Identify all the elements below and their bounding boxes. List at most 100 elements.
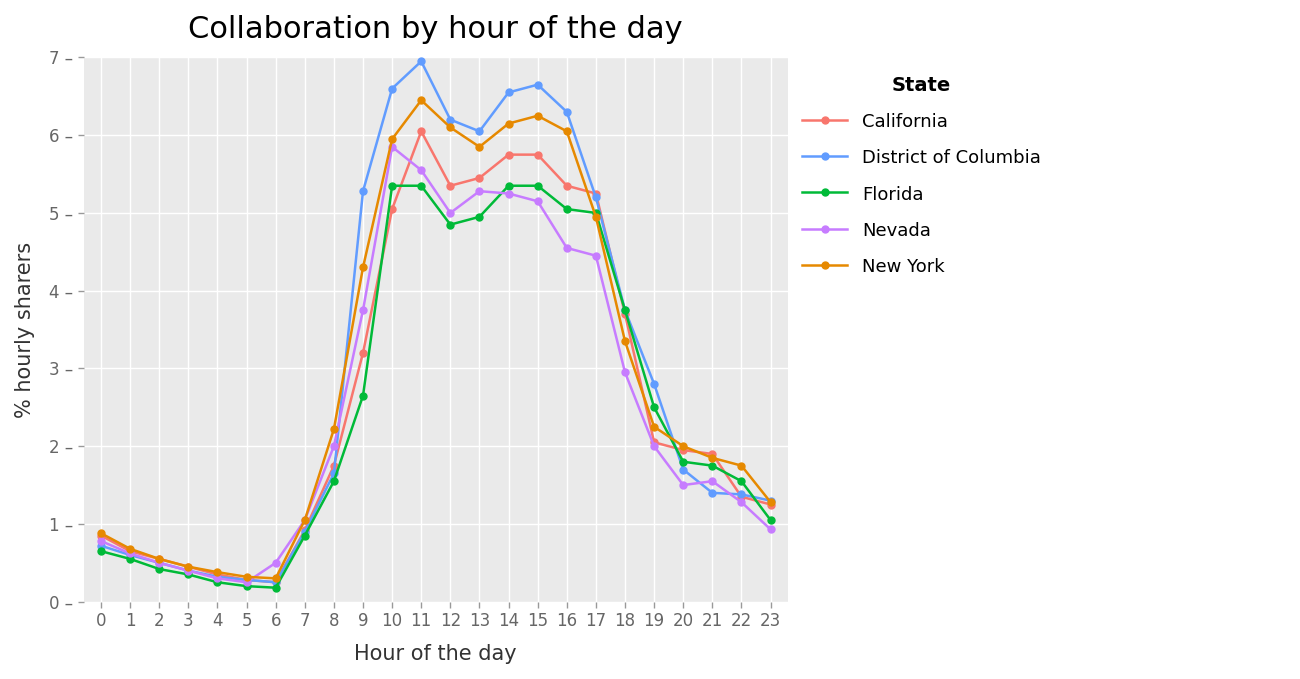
New York: [676, 442, 692, 450]
District of Columbia: [646, 380, 662, 388]
New York: [646, 423, 662, 431]
California: [676, 446, 692, 454]
District of Columbia: [122, 551, 138, 559]
Line: Florida: Florida: [98, 182, 774, 591]
New York: [385, 135, 400, 143]
Nevada: [413, 166, 429, 175]
District of Columbia: [618, 306, 633, 314]
Legend: California, District of Columbia, Florida, Nevada, New York: California, District of Columbia, Florid…: [796, 69, 1048, 283]
Nevada: [588, 252, 603, 260]
California: [268, 579, 283, 587]
District of Columbia: [181, 566, 196, 574]
District of Columbia: [268, 579, 283, 587]
Florida: [239, 582, 255, 590]
Line: New York: New York: [98, 96, 774, 582]
District of Columbia: [151, 559, 166, 567]
District of Columbia: [296, 528, 312, 536]
District of Columbia: [676, 465, 692, 473]
California: [296, 526, 312, 534]
District of Columbia: [209, 573, 225, 581]
New York: [500, 120, 516, 128]
Nevada: [385, 143, 400, 151]
District of Columbia: [530, 81, 546, 89]
California: [239, 576, 255, 584]
New York: [705, 454, 720, 462]
New York: [472, 143, 488, 151]
New York: [355, 263, 370, 272]
District of Columbia: [442, 115, 458, 124]
Nevada: [618, 368, 633, 376]
New York: [618, 337, 633, 346]
District of Columbia: [559, 108, 575, 116]
Nevada: [763, 526, 779, 534]
Nevada: [676, 481, 692, 489]
Florida: [676, 458, 692, 466]
Florida: [733, 477, 749, 485]
New York: [559, 127, 575, 135]
New York: [442, 124, 458, 132]
New York: [296, 516, 312, 524]
Florida: [181, 570, 196, 579]
District of Columbia: [733, 490, 749, 498]
California: [588, 189, 603, 198]
California: [355, 349, 370, 357]
California: [94, 532, 109, 540]
California: [151, 555, 166, 563]
Florida: [151, 565, 166, 573]
California: [618, 310, 633, 318]
Florida: [413, 182, 429, 190]
District of Columbia: [413, 57, 429, 65]
Florida: [94, 547, 109, 555]
Florida: [122, 555, 138, 563]
California: [733, 493, 749, 501]
Line: California: California: [98, 128, 774, 586]
Line: District of Columbia: District of Columbia: [98, 58, 774, 586]
District of Columbia: [239, 576, 255, 584]
New York: [530, 111, 546, 120]
District of Columbia: [763, 496, 779, 504]
Florida: [296, 532, 312, 540]
Nevada: [209, 574, 225, 583]
Nevada: [472, 187, 488, 196]
California: [181, 563, 196, 571]
Y-axis label: % hourly sharers: % hourly sharers: [16, 242, 35, 418]
California: [326, 462, 342, 470]
Florida: [763, 516, 779, 524]
Nevada: [559, 244, 575, 252]
Nevada: [646, 442, 662, 450]
Nevada: [442, 209, 458, 217]
New York: [181, 563, 196, 571]
New York: [588, 213, 603, 221]
Nevada: [355, 306, 370, 314]
District of Columbia: [500, 88, 516, 96]
Nevada: [705, 477, 720, 485]
California: [500, 151, 516, 159]
California: [385, 205, 400, 213]
New York: [209, 568, 225, 576]
Florida: [209, 579, 225, 587]
New York: [733, 462, 749, 470]
California: [530, 151, 546, 159]
Nevada: [268, 559, 283, 567]
District of Columbia: [94, 542, 109, 550]
California: [442, 182, 458, 190]
New York: [268, 574, 283, 583]
Florida: [530, 182, 546, 190]
X-axis label: Hour of the day: Hour of the day: [355, 644, 517, 664]
Nevada: [151, 559, 166, 567]
District of Columbia: [326, 469, 342, 477]
California: [559, 182, 575, 190]
California: [122, 547, 138, 555]
Nevada: [122, 549, 138, 557]
Florida: [646, 403, 662, 411]
Florida: [588, 209, 603, 217]
Florida: [442, 221, 458, 229]
New York: [239, 573, 255, 581]
Nevada: [530, 197, 546, 205]
Florida: [472, 213, 488, 221]
Nevada: [181, 566, 196, 574]
New York: [326, 425, 342, 433]
New York: [413, 96, 429, 105]
New York: [122, 545, 138, 553]
Nevada: [733, 498, 749, 507]
